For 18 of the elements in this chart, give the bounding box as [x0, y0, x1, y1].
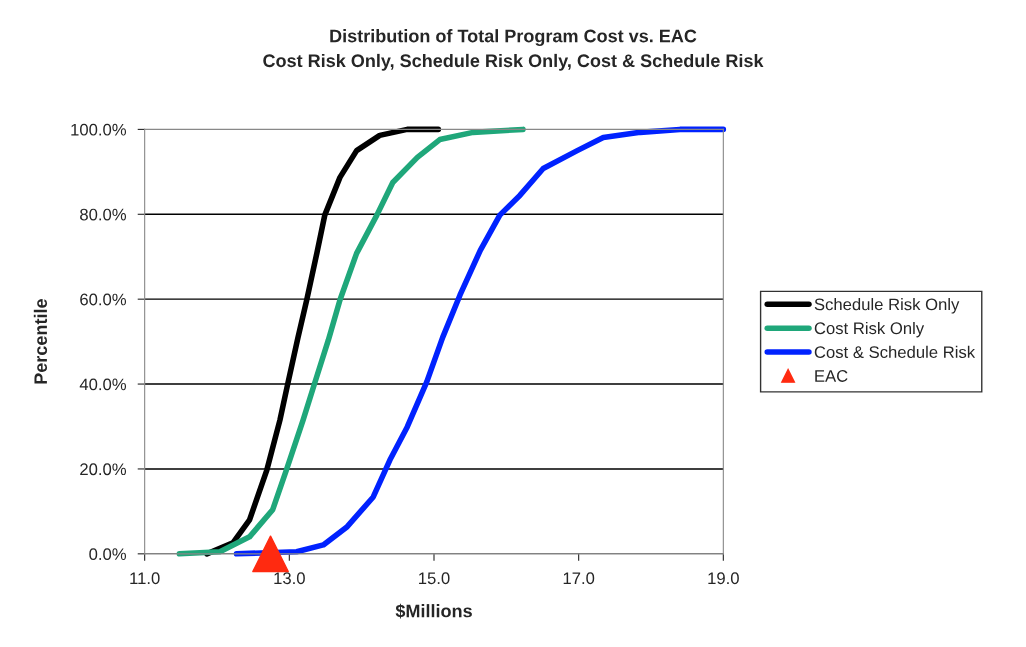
- y-tick-label: 60.0%: [80, 293, 127, 306]
- x-tick-label: 19.0: [708, 572, 739, 585]
- legend-label: Schedule Risk Only: [814, 298, 960, 314]
- y-tick-label: 0.0%: [89, 548, 127, 561]
- x-tick-label: 13.0: [274, 572, 305, 585]
- chart-title: Distribution of Total Program Cost vs. EAC Cost Risk Only, Schedule Risk Only, Cost & Schedule Risk: [263, 29, 764, 71]
- x-tick-label: 15.0: [419, 572, 450, 585]
- legend-label: Cost & Schedule Risk: [814, 345, 976, 359]
- x-axis-title: $Millions: [395, 603, 472, 619]
- y-tick-label: 20.0%: [80, 463, 127, 476]
- legend-label: Cost Risk Only: [814, 321, 925, 338]
- y-axis-title: Percentile: [33, 299, 48, 384]
- x-tick-label: 11.0: [130, 572, 160, 585]
- legend-label: EAC: [815, 370, 848, 382]
- y-tick-label: 100.0%: [71, 123, 127, 136]
- y-tick-label: 40.0%: [79, 378, 127, 391]
- x-tick-label: 17.0: [563, 572, 595, 585]
- y-tick-label: 80.0%: [80, 208, 127, 221]
